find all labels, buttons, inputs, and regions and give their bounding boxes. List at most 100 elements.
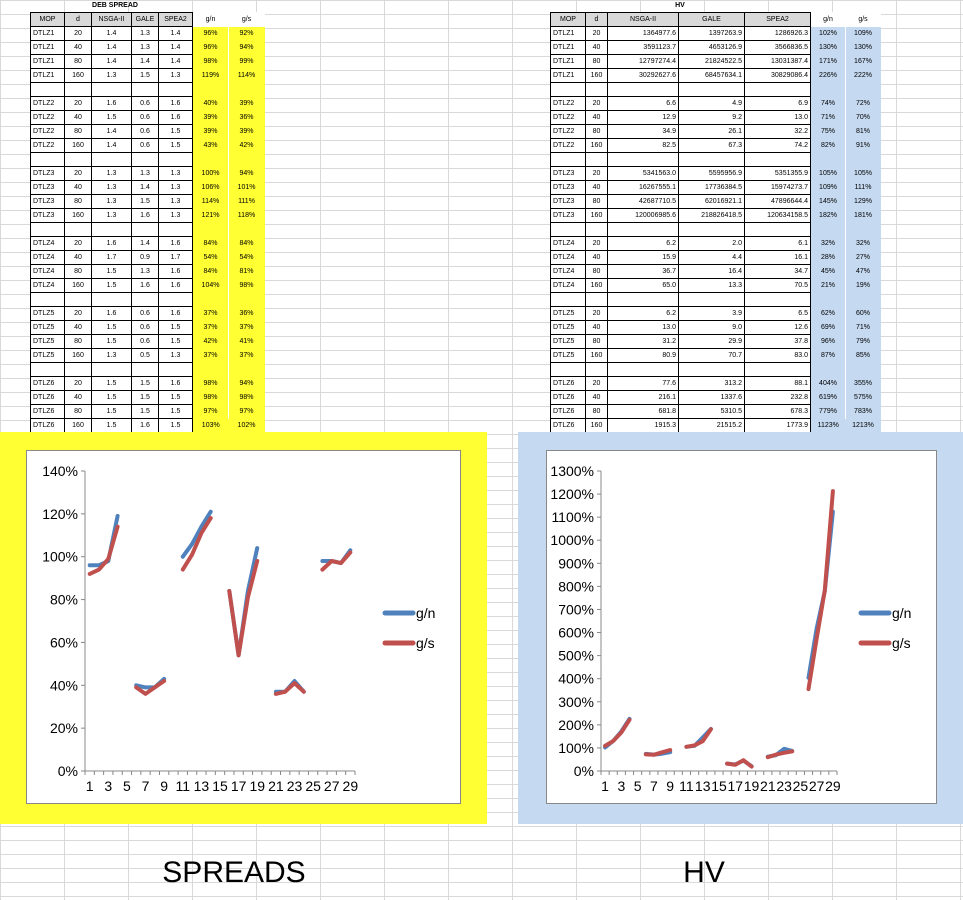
table-cell: 678.3 bbox=[744, 404, 811, 419]
table-cell: 79% bbox=[845, 334, 881, 349]
table-cell: 34.7 bbox=[744, 264, 811, 279]
table-cell: 1.6 bbox=[158, 236, 193, 251]
table-cell: 160 bbox=[585, 348, 608, 363]
table-row: DTLZ4 80 1.5 1.3 1.6 84% 81% bbox=[30, 264, 265, 279]
table-cell: 160 bbox=[585, 68, 608, 83]
table-cell: 313.2 bbox=[678, 376, 745, 391]
table-cell: 42% bbox=[192, 334, 229, 349]
table-cell: 1.3 bbox=[91, 194, 132, 209]
table-cell: 99% bbox=[228, 54, 265, 69]
table-cell: DTLZ3 bbox=[550, 180, 586, 195]
table-cell: 40 bbox=[585, 250, 608, 265]
spreads-chart-area: 0% 20% 40% 60% 80% 100% 120% 140% 1 3 5 7 9 11 13 15 17 1… bbox=[26, 450, 461, 804]
table-cell: 40 bbox=[64, 250, 92, 265]
table-header-cell: g/n bbox=[205, 16, 216, 23]
table-row: DTLZ1 20 1364977.6 1397263.9 1286926.3 102% 10… bbox=[550, 26, 881, 41]
table-cell: 1.3 bbox=[158, 68, 193, 83]
table-row: DTLZ2 160 82.5 67.3 74.2 82% 91% bbox=[550, 138, 881, 153]
table-header-cell: SPEA2 bbox=[158, 12, 193, 27]
table-cell: 37% bbox=[192, 320, 229, 335]
table-cell: 27% bbox=[845, 250, 881, 265]
y-tick-label: 140% bbox=[42, 463, 78, 479]
table-cell: 1213% bbox=[845, 418, 881, 433]
table-cell: 120634158.5 bbox=[744, 208, 811, 223]
table-cell: 96% bbox=[192, 26, 229, 41]
x-tick-label: 13 bbox=[194, 778, 210, 794]
table-cell: 1.5 bbox=[131, 68, 159, 83]
table-row: DTLZ2 40 12.9 9.2 13.0 71% 70% bbox=[550, 110, 881, 125]
table-cell: 40 bbox=[585, 40, 608, 55]
table-cell: 0.6 bbox=[131, 96, 159, 111]
y-tick-label: 40% bbox=[50, 677, 78, 693]
table-cell: 1915.3 bbox=[607, 418, 679, 433]
table-header-cell: g/s bbox=[241, 16, 252, 23]
table-cell: 39% bbox=[228, 124, 265, 139]
y-tick-label: 60% bbox=[50, 634, 78, 650]
table-cell: 80 bbox=[64, 54, 92, 69]
table-cell: 1.4 bbox=[91, 26, 132, 41]
table-cell: 40 bbox=[585, 320, 608, 335]
table-cell: 80 bbox=[585, 194, 608, 209]
table-cell: 20 bbox=[585, 236, 608, 251]
table-cell: 222% bbox=[845, 68, 881, 83]
table-cell: 109% bbox=[845, 26, 881, 41]
table-row: DTLZ6 40 216.1 1337.6 232.8 619% 575% bbox=[550, 390, 881, 405]
hv-chart-panel: 0% 100% 200% 300% 400% 500% 600% 700% 800% 900% 10… bbox=[518, 432, 963, 824]
table-cell: DTLZ4 bbox=[550, 278, 586, 293]
table-cell: 97% bbox=[228, 404, 265, 419]
table-cell: 20 bbox=[64, 236, 92, 251]
x-tick-label: 25 bbox=[793, 778, 809, 794]
table-cell: 75% bbox=[810, 124, 846, 139]
legend-label: g/s bbox=[892, 635, 911, 651]
table-cell: 37.8 bbox=[744, 334, 811, 349]
y-tick-label: 80% bbox=[50, 592, 78, 608]
table-cell: 71% bbox=[845, 320, 881, 335]
table-cell: DTLZ3 bbox=[30, 194, 65, 209]
table-cell: 1.5 bbox=[158, 404, 193, 419]
table-cell: 98% bbox=[192, 376, 229, 391]
table-cell: 98% bbox=[228, 278, 265, 293]
table-cell: 81% bbox=[228, 264, 265, 279]
table-cell: 15974273.7 bbox=[744, 180, 811, 195]
table-cell: 20 bbox=[64, 166, 92, 181]
table-cell: 30829086.4 bbox=[744, 68, 811, 83]
y-tick-label: 1300% bbox=[550, 463, 594, 479]
table-cell: 42% bbox=[228, 138, 265, 153]
table-cell: 119% bbox=[192, 68, 229, 83]
table-cell: 1.5 bbox=[131, 376, 159, 391]
table-cell: 62016921.1 bbox=[678, 194, 745, 209]
table-cell: 37% bbox=[228, 348, 265, 363]
table-cell: 101% bbox=[228, 180, 265, 195]
table-cell: 0.6 bbox=[131, 306, 159, 321]
table-row: DTLZ3 160 1.3 1.6 1.3 121% 118% bbox=[30, 208, 265, 223]
table-cell: DTLZ6 bbox=[550, 376, 586, 391]
table-cell: 1.6 bbox=[158, 278, 193, 293]
table-gap-row bbox=[30, 292, 265, 307]
table-cell: 72% bbox=[845, 96, 881, 111]
table-cell: DTLZ5 bbox=[550, 306, 586, 321]
x-tick-label: 11 bbox=[679, 778, 694, 794]
table-cell: 1.3 bbox=[158, 194, 193, 209]
table-cell: 88.1 bbox=[744, 376, 811, 391]
table-cell: 80 bbox=[585, 124, 608, 139]
table-cell: 1.4 bbox=[158, 40, 193, 55]
table-cell: 181% bbox=[845, 208, 881, 223]
series-line-gn bbox=[227, 546, 260, 658]
table-cell: 16267555.1 bbox=[607, 180, 679, 195]
table-cell: 20 bbox=[585, 306, 608, 321]
table-cell: DTLZ1 bbox=[30, 40, 65, 55]
table-cell: 40% bbox=[192, 96, 229, 111]
table-gap-row bbox=[30, 362, 265, 377]
table-row: DTLZ1 160 30292627.6 68457634.1 30829086.4 22… bbox=[550, 68, 881, 83]
table-cell: DTLZ1 bbox=[550, 54, 586, 69]
table-cell: 355% bbox=[845, 376, 881, 391]
table-cell: DTLZ2 bbox=[550, 138, 586, 153]
table-cell: 20 bbox=[585, 26, 608, 41]
table-row: DTLZ3 80 42687710.5 62016921.1 47896644.4 145… bbox=[550, 194, 881, 209]
table-cell: 31.2 bbox=[607, 334, 679, 349]
table-cell: 3.9 bbox=[678, 306, 745, 321]
table-row: DTLZ3 20 1.3 1.3 1.3 100% 94% bbox=[30, 166, 265, 181]
table-header-cell: g/s bbox=[858, 16, 868, 23]
table-row: DTLZ2 40 1.5 0.6 1.6 39% 36% bbox=[30, 110, 265, 125]
table-cell: DTLZ3 bbox=[550, 194, 586, 209]
